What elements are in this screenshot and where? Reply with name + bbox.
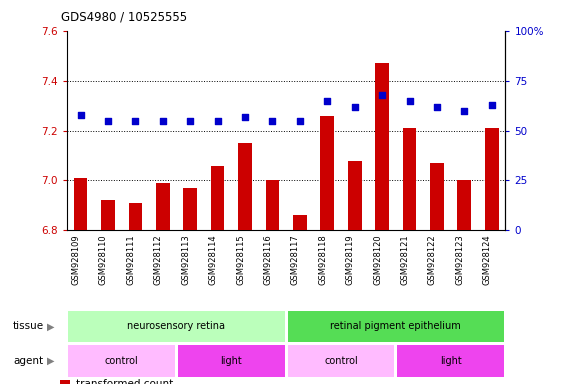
Point bbox=[241, 114, 250, 120]
Text: light: light bbox=[220, 356, 242, 366]
Bar bbox=[74, 178, 87, 230]
Bar bbox=[238, 143, 252, 230]
Point bbox=[76, 111, 85, 118]
Point bbox=[378, 91, 387, 98]
Text: control: control bbox=[324, 356, 358, 366]
Bar bbox=[156, 183, 170, 230]
Bar bbox=[485, 128, 498, 230]
Text: retinal pigment epithelium: retinal pigment epithelium bbox=[331, 321, 461, 331]
Bar bbox=[128, 203, 142, 230]
Bar bbox=[68, 311, 285, 342]
Bar bbox=[375, 63, 389, 230]
Text: ▶: ▶ bbox=[46, 321, 54, 331]
Point bbox=[460, 108, 469, 114]
Bar bbox=[403, 128, 417, 230]
Point bbox=[268, 118, 277, 124]
Text: light: light bbox=[440, 356, 461, 366]
Bar bbox=[288, 311, 504, 342]
Bar bbox=[288, 346, 394, 376]
Text: control: control bbox=[105, 356, 138, 366]
Point bbox=[103, 118, 113, 124]
Text: GSM928122: GSM928122 bbox=[428, 234, 437, 285]
Bar bbox=[101, 200, 115, 230]
Text: GSM928124: GSM928124 bbox=[483, 234, 492, 285]
Point bbox=[158, 118, 167, 124]
Text: GSM928109: GSM928109 bbox=[71, 234, 81, 285]
Text: GSM928113: GSM928113 bbox=[181, 234, 190, 285]
Text: GSM928119: GSM928119 bbox=[346, 234, 354, 285]
Text: neurosensory retina: neurosensory retina bbox=[127, 321, 225, 331]
Bar bbox=[68, 346, 175, 376]
Bar bbox=[266, 180, 279, 230]
Text: GSM928120: GSM928120 bbox=[373, 234, 382, 285]
Point bbox=[487, 101, 496, 108]
Bar bbox=[397, 346, 504, 376]
Bar bbox=[184, 188, 197, 230]
Bar bbox=[178, 346, 285, 376]
Point bbox=[432, 104, 442, 110]
Point bbox=[213, 118, 223, 124]
Text: GSM928117: GSM928117 bbox=[291, 234, 300, 285]
Bar bbox=[320, 116, 334, 230]
Text: tissue: tissue bbox=[12, 321, 44, 331]
Point bbox=[405, 98, 414, 104]
Text: GSM928123: GSM928123 bbox=[456, 234, 464, 285]
Bar bbox=[211, 166, 224, 230]
Text: transformed count: transformed count bbox=[76, 379, 173, 384]
Bar bbox=[293, 215, 307, 230]
Text: GSM928116: GSM928116 bbox=[263, 234, 272, 285]
Bar bbox=[430, 163, 444, 230]
Bar bbox=[348, 161, 361, 230]
Point bbox=[295, 118, 304, 124]
Point bbox=[322, 98, 332, 104]
Text: GSM928110: GSM928110 bbox=[99, 234, 108, 285]
Text: agent: agent bbox=[13, 356, 44, 366]
Text: GSM928111: GSM928111 bbox=[126, 234, 135, 285]
Text: GSM928115: GSM928115 bbox=[236, 234, 245, 285]
Text: GSM928118: GSM928118 bbox=[318, 234, 327, 285]
Text: GSM928121: GSM928121 bbox=[400, 234, 410, 285]
Text: GSM928112: GSM928112 bbox=[154, 234, 163, 285]
Text: GDS4980 / 10525555: GDS4980 / 10525555 bbox=[61, 10, 187, 23]
Text: GSM928114: GSM928114 bbox=[209, 234, 218, 285]
Bar bbox=[457, 180, 471, 230]
Point bbox=[185, 118, 195, 124]
Point bbox=[131, 118, 140, 124]
Text: ▶: ▶ bbox=[46, 356, 54, 366]
Point bbox=[350, 104, 359, 110]
Bar bbox=[60, 380, 70, 384]
